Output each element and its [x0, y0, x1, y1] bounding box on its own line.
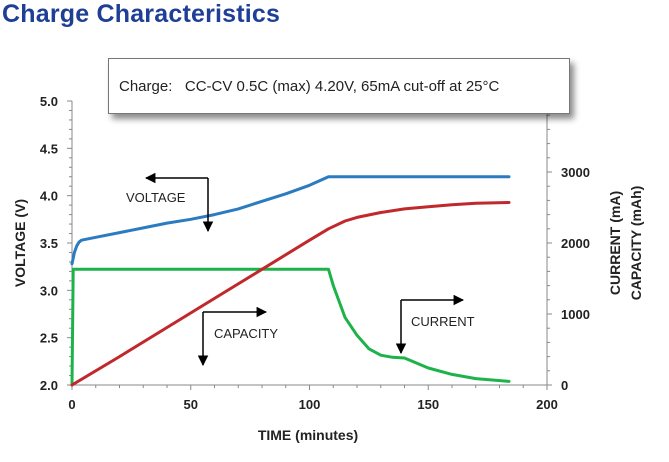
- charge-condition-box: Charge: CC-CV 0.5C (max) 4.20V, 65mA cut…: [108, 58, 570, 114]
- capacity-series-line: [70, 201, 511, 387]
- y-axis-left-title: VOLTAGE (V): [12, 199, 28, 287]
- current-series-line: [70, 267, 511, 387]
- y-right-tick-label: 2000: [561, 236, 590, 251]
- y-left-tick-label: 2.5: [40, 331, 58, 346]
- voltage-arrow: [144, 172, 214, 233]
- voltage-annotation: VOLTAGE: [126, 190, 186, 205]
- y-left-tick-label: 3.0: [40, 283, 58, 298]
- y-right-tick-label: 0: [561, 378, 568, 393]
- x-tick-label: 100: [299, 397, 321, 412]
- x-tick-label: 0: [68, 397, 75, 412]
- y-left-tick-label: 2.0: [40, 378, 58, 393]
- x-axis-title: TIME (minutes): [258, 427, 358, 443]
- y-axis-right-title-capacity: CAPACITY (mAh): [628, 186, 644, 301]
- current-annotation: CURRENT: [411, 314, 475, 329]
- y-left-tick-label: 3.5: [40, 236, 58, 251]
- capacity-arrow: [197, 306, 268, 367]
- x-tick-label: 50: [184, 397, 198, 412]
- y-right-tick-label: 1000: [561, 307, 590, 322]
- y-left-tick-label: 4.0: [40, 189, 58, 204]
- y-right-tick-label: 3000: [561, 165, 590, 180]
- voltage-series-line: [70, 175, 511, 266]
- page-title: Charge Characteristics: [2, 0, 281, 28]
- x-tick-label: 200: [536, 397, 558, 412]
- y-axis-right-title-current: CURRENT (mA): [607, 191, 623, 295]
- current-arrow: [395, 294, 465, 355]
- y-left-tick-label: 4.5: [40, 141, 58, 156]
- x-tick-label: 150: [417, 397, 439, 412]
- y-left-tick-label: 5.0: [40, 94, 58, 109]
- capacity-annotation: CAPACITY: [214, 326, 278, 341]
- charge-condition-text: Charge: CC-CV 0.5C (max) 4.20V, 65mA cut…: [119, 78, 500, 95]
